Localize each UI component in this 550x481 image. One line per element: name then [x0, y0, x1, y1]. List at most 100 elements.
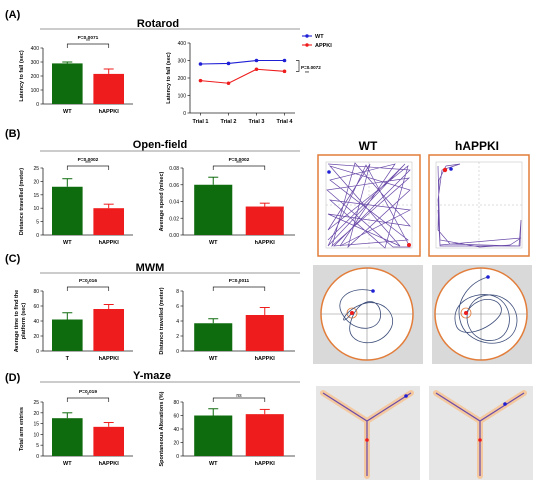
category-label: WT — [209, 461, 218, 467]
significance-bracket — [212, 165, 266, 170]
panel-title-mwm: MWM — [136, 262, 165, 274]
y-tick-label: 20 — [33, 334, 39, 340]
y-tick-label: 200 — [31, 74, 40, 80]
significance-stars: ns — [236, 393, 242, 399]
category-label: hAPPKI — [99, 461, 120, 467]
significance-stars: ** — [305, 71, 309, 77]
y-tick-label: 0 — [176, 454, 179, 460]
x-tick-label: Trial 4 — [277, 119, 294, 125]
panel-title-rotarod: Rotarod — [137, 18, 179, 30]
series-point-wt — [282, 58, 287, 63]
y-tick-label: 300 — [31, 60, 40, 66]
x-tick-label: Trial 2 — [221, 119, 237, 125]
chart-rotarod-bar: 0 100 200 300 400 Latency to fall (sec) WT hAPP… — [19, 35, 133, 115]
significance-bracket — [66, 397, 110, 402]
y-tick-label: 25 — [33, 400, 39, 406]
y-tick-label: 200 — [178, 76, 187, 82]
p-value-label: P=0.0011 — [229, 278, 250, 284]
series-line-appki — [200, 68, 285, 84]
y-tick-label: 0.00 — [169, 233, 179, 239]
panel-title-open-field: Open-field — [133, 139, 187, 151]
chart-ymaze-alterations: 0 20 40 60 80 Spontaneous Alterations (%) WT hA… — [159, 391, 295, 467]
y-tick-label: 0 — [36, 454, 39, 460]
significance-stars: *** — [85, 161, 91, 167]
category-label: hAPPKI — [255, 356, 276, 362]
y-axis-label: Distance travelled (meter) — [159, 287, 165, 354]
mwm-track-wt — [313, 265, 423, 364]
y-tick-label: 0 — [36, 349, 39, 355]
bar-wt — [52, 319, 83, 351]
x-tick-label: Trial 1 — [193, 119, 209, 125]
bar-wt — [52, 186, 83, 235]
series-point-appki — [254, 67, 259, 72]
bar-wt — [194, 415, 233, 456]
bar-happki — [245, 206, 284, 235]
legend-label: APPKI — [315, 43, 332, 49]
bar-wt — [194, 184, 233, 235]
panel-letter-c: (C) — [5, 253, 21, 265]
y-tick-label: 40 — [33, 319, 39, 325]
y-tick-label: 10 — [33, 432, 39, 438]
category-label: WT — [209, 240, 218, 246]
y-axis-label: Average speed (m/sec) — [159, 171, 165, 231]
category-label: hAPPKI — [99, 356, 120, 362]
y-tick-label: 400 — [178, 41, 187, 47]
bar-wt — [52, 63, 83, 104]
category-label: WT — [63, 461, 72, 467]
y-tick-label: 60 — [33, 304, 39, 310]
y-tick-label: 40 — [173, 427, 179, 433]
y-tick-label: 20 — [33, 179, 39, 185]
open-field-track-happki — [428, 154, 530, 257]
ymaze-track-wt — [316, 386, 420, 480]
bar-happki — [93, 208, 124, 235]
y-axis-label: Latency to fall (sec) — [166, 52, 172, 104]
y-tick-label: 5 — [36, 220, 39, 226]
chart-mwm-time: 0 20 40 60 80 Average time to find the platfor… — [14, 278, 133, 362]
significance-stars: * — [87, 393, 89, 399]
p-value-label: P=0.019 — [79, 389, 97, 395]
p-value-label: P=0.0071 — [78, 35, 99, 41]
legend-marker — [305, 43, 309, 47]
y-axis-label: Total arm entries — [19, 407, 25, 451]
bar-happki — [245, 315, 284, 351]
series-point-wt — [226, 61, 231, 66]
p-value-label: P=0.0002 — [78, 157, 99, 163]
significance-bracket — [66, 165, 110, 170]
y-axis-label: platform (sec) — [21, 303, 27, 340]
y-tick-label: 0.06 — [169, 183, 179, 189]
y-tick-label: 25 — [33, 166, 39, 172]
y-tick-label: 8 — [176, 289, 179, 295]
series-line-wt — [200, 59, 285, 65]
mwm-track-happki — [432, 265, 532, 364]
panel-title-y-maze: Y-maze — [133, 370, 171, 382]
significance-bracket — [212, 397, 266, 402]
series-point-wt — [254, 58, 259, 63]
bar-happki — [93, 73, 124, 104]
y-tick-label: 20 — [33, 411, 39, 417]
significance-stars: * — [238, 282, 240, 288]
panel-letter-d: (D) — [5, 372, 21, 384]
y-tick-label: 60 — [173, 414, 179, 420]
y-tick-label: 100 — [178, 94, 187, 100]
category-label: WT — [209, 356, 218, 362]
series-point-appki — [226, 81, 231, 86]
open-field-track-wt — [317, 154, 421, 257]
chart-openfield-speed: 0.00 0.02 0.04 0.06 0.08 Average speed (m/sec… — [159, 157, 295, 246]
y-tick-label: 400 — [31, 46, 40, 52]
significance-bracket — [212, 286, 266, 291]
y-tick-label: 0 — [36, 233, 39, 239]
bar-wt — [194, 323, 233, 351]
p-value-label: P=0.0002 — [229, 157, 250, 163]
y-tick-label: 20 — [173, 441, 179, 447]
y-tick-label: 0 — [183, 111, 186, 117]
series-point-wt — [198, 62, 203, 66]
category-label: hAPPKI — [255, 461, 276, 467]
y-tick-label: 0 — [36, 102, 39, 108]
significance-bracket — [66, 286, 110, 291]
y-tick-label: 80 — [173, 400, 179, 406]
y-tick-label: 0.04 — [169, 200, 179, 206]
y-tick-label: 5 — [36, 443, 39, 449]
significance-stars: ** — [86, 39, 90, 45]
category-label: hAPPKI — [255, 240, 276, 246]
